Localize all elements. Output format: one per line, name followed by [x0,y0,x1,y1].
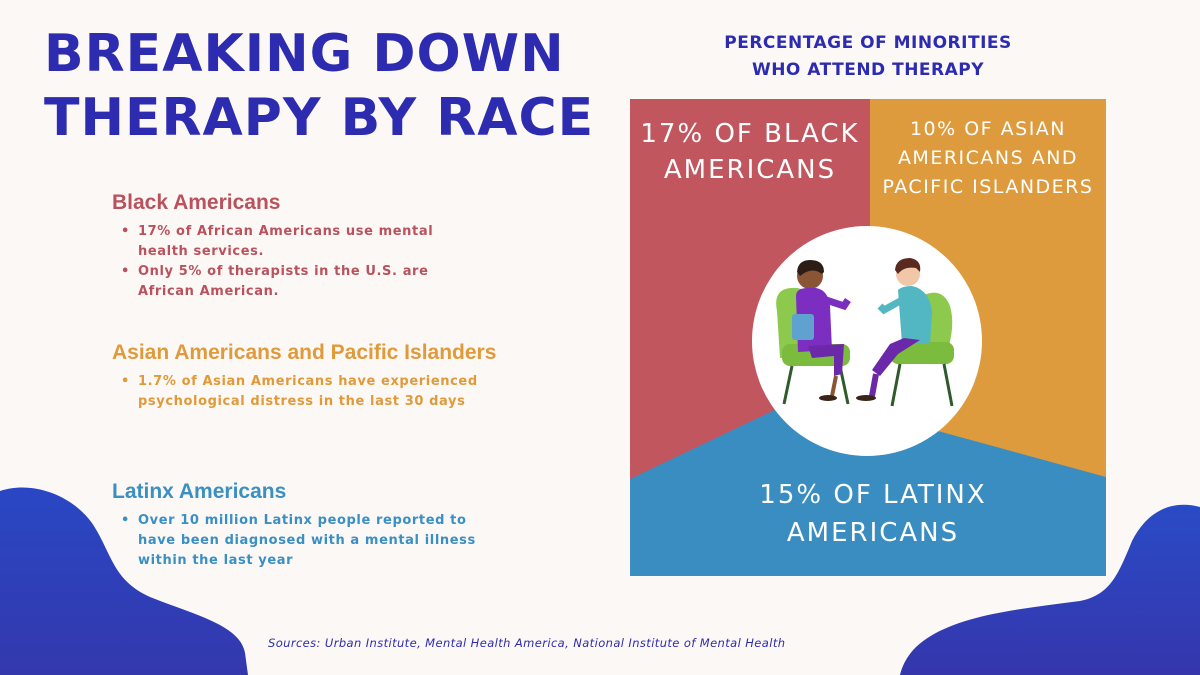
sources-text: Sources: Urban Institute, Mental Health … [268,636,786,650]
section-heading: Black Americans [112,191,281,214]
label-line: 17% OF BLACK [640,119,860,149]
chart-title-line-2: WHO ATTEND THERAPY [751,60,985,80]
label-line: 10% OF ASIAN [909,118,1067,140]
section-latinx-americans: Latinx Americans Over 10 million Latinx … [112,479,582,571]
woman-figure [792,260,851,401]
therapy-session-illustration [752,226,982,456]
label-line: PACIFIC ISLANDERS [882,176,1094,198]
bullet-list: 17% of African Americans use mental heal… [112,222,582,302]
bullet-list: 1.7% of Asian Americans have experienced… [112,372,582,412]
segment-latinx-americans [630,395,1106,576]
segment-label-black: 17% OF BLACK AMERICANS [630,116,870,188]
bullet-item: Only 5% of therapists in the U.S. are Af… [112,262,478,302]
segment-label-asian: 10% OF ASIAN AMERICANS AND PACIFIC ISLAN… [870,115,1106,202]
bullet-list: Over 10 million Latinx people reported t… [112,511,582,571]
man-figure [856,258,932,401]
segment-label-latinx: 15% OF LATINX AMERICANS [630,476,1116,552]
section-heading: Asian Americans and Pacific Islanders [112,341,497,364]
bullet-item: Over 10 million Latinx people reported t… [112,511,478,571]
label-line: AMERICANS [663,155,837,185]
section-black-americans: Black Americans 17% of African Americans… [112,190,582,302]
title-line-1: BREAKING DOWN [44,24,565,84]
page-title: BREAKING DOWN THERAPY BY RACE [44,22,594,150]
chart-title: PERCENTAGE OF MINORITIES WHO ATTEND THER… [630,30,1106,84]
decorative-blob-right [900,504,1200,675]
section-heading: Latinx Americans [112,480,287,503]
bullet-item: 17% of African Americans use mental heal… [112,222,478,262]
label-line: 15% OF LATINX [759,480,987,510]
title-line-2: THERAPY BY RACE [44,88,595,148]
label-line: AMERICANS AND [897,147,1079,169]
section-asian-americans: Asian Americans and Pacific Islanders 1.… [112,340,582,412]
label-line: AMERICANS [786,518,960,548]
chart-title-line-1: PERCENTAGE OF MINORITIES [724,33,1012,53]
bullet-item: 1.7% of Asian Americans have experienced… [112,372,478,412]
decorative-blob-left [0,487,248,675]
